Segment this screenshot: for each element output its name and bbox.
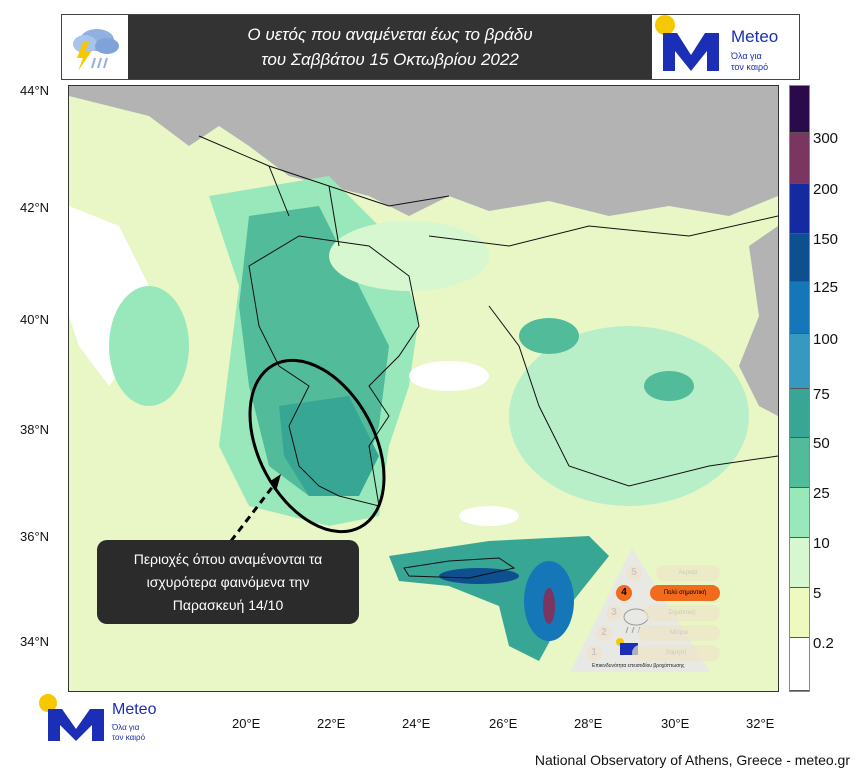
lat-label: 44°N [20,83,50,98]
severity-level-number: 5 [626,565,642,581]
lat-label: 40°N [20,312,50,327]
logo-tagline-2: τον καιρό [112,733,146,742]
callout-arrow [229,480,279,542]
logo-tagline-1: Όλα για [112,723,140,732]
logo-tagline-2: τον καιρό [731,62,769,72]
colorbar-bin [790,133,809,184]
lat-label: 34°N [20,634,50,649]
lon-label: 32°E [746,716,775,731]
lon-label: 26°E [489,716,518,731]
severity-level-label: Ακραία [656,565,720,581]
map-canvas [69,86,778,661]
colorbar-label: 150 [813,231,839,248]
colorbar-label: 0.2 [813,635,834,652]
title-line-2: του Σαββάτου 15 Οκτωβρίου 2022 [261,50,519,69]
colorbar-bin [790,389,809,438]
colorbar-bin [790,184,809,234]
page-title: Ο υετός που αναμένεται έως το βράδυ του … [128,15,652,79]
colorbar-bin [790,538,809,588]
header-banner: Ο υετός που αναμένεται έως το βράδυ του … [61,14,800,80]
crete-coastline [403,557,516,579]
lon-label: 24°E [402,716,431,731]
severity-level-number: 4 [616,585,632,601]
meteo-m-icon [39,694,104,741]
footer-credit: National Observatory of Athens, Greece -… [534,752,850,768]
colorbar-label: 25 [813,485,830,502]
colorbar-label: 125 [813,279,839,296]
severity-caption: Επικινδυνότητα επεισοδίου βροχόπτωσης [592,663,685,669]
turkey-coastline [428,215,778,487]
highlight-ellipse [248,358,386,534]
meteo-m-icon [655,15,719,71]
lat-label: 42°N [20,200,50,215]
colorbar-label: 300 [813,130,839,147]
lon-label: 22°E [317,716,346,731]
colorbar [789,85,810,692]
callout-line: Παρασκευή 14/10 [172,596,284,613]
colorbar-label: 200 [813,181,839,198]
severity-level-label: Πολύ σημαντική [650,585,720,601]
colorbar-bin [790,438,809,488]
severity-level-number: 1 [586,645,602,661]
balkan-borders [198,135,450,247]
colorbar-label: 5 [813,585,822,602]
callout-line: ισχυρότερα φαινόμενα την [146,573,310,590]
callout-line: Περιοχές όπου αναμένονται τα [133,550,323,567]
lat-label: 38°N [20,422,50,437]
lat-label: 36°N [20,529,50,544]
colorbar-label: 50 [813,435,830,452]
severity-level-number: 3 [606,605,622,621]
lon-label: 30°E [661,716,690,731]
rain-zone-aegean [329,221,489,291]
title-line-1: Ο υετός που αναμένεται έως το βράδυ [247,25,533,44]
lon-label: 20°E [232,716,261,731]
rain-zone-turkey [509,326,749,506]
logo-tagline-1: Όλα για [731,51,762,61]
colorbar-bin [790,234,809,282]
callout-box: Περιοχές όπου αναμένονται τα ισχυρότερα … [97,540,359,624]
cloud-rain-lightning-icon [63,16,127,78]
colorbar-bin [790,638,809,691]
colorbar-bin [790,282,809,334]
meteo-logo-footer: Meteo Όλα για τον καιρό [38,693,188,743]
colorbar-bin [790,588,809,638]
colorbar-label: 10 [813,535,830,552]
greece-coastline [248,235,420,507]
severity-level-number: 2 [596,625,612,641]
severity-level-label: Χαμηλή [632,645,720,661]
severity-pyramid: 5 Ακραία 4 Πολύ σημαντική 3 Σημαντική 2 Μέτρια 1… [568,545,768,675]
meteo-logo-header: Meteo Όλα για τον καιρό [655,15,799,79]
colorbar-bin [790,86,809,133]
colorbar-label: 100 [813,331,839,348]
colorbar-bin [790,334,809,389]
severity-level-label: Μέτρια [638,625,720,641]
logo-name: Meteo [731,27,779,46]
colorbar-bin [790,488,809,538]
land-no-data-north [69,86,778,216]
precipitation-map [68,85,779,692]
severity-level-label: Σημαντική [644,605,720,621]
lon-label: 28°E [574,716,603,731]
colorbar-label: 75 [813,386,830,403]
logo-name: Meteo [112,701,157,718]
land-no-data-east [739,226,778,416]
